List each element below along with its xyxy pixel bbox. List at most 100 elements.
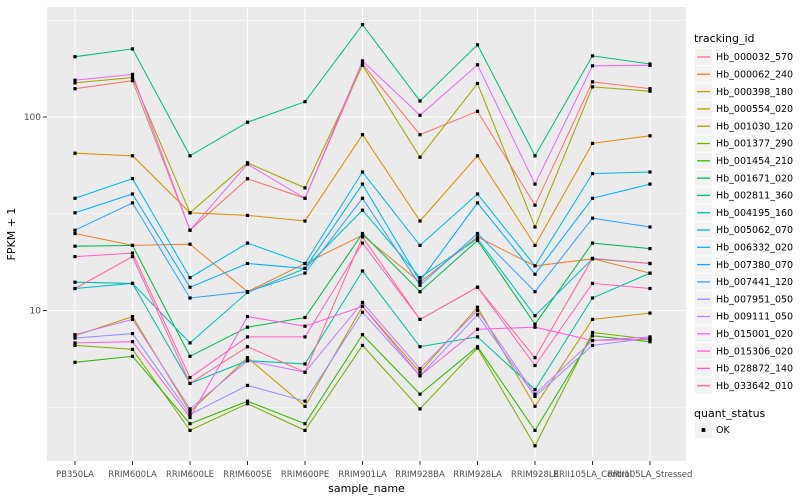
data-point	[590, 196, 595, 200]
legend-item-Hb_000554_020: Hb_000554_020	[716, 104, 793, 115]
x-axis-title: sample_name	[328, 482, 405, 495]
data-point	[475, 63, 480, 67]
data-point	[130, 347, 135, 351]
data-point	[360, 310, 365, 314]
data-point	[590, 338, 595, 343]
data-point	[475, 192, 480, 196]
data-point	[648, 337, 652, 341]
data-point	[303, 324, 307, 328]
data-point	[533, 272, 537, 276]
data-point	[73, 78, 77, 82]
data-point	[418, 407, 422, 411]
data-point	[475, 81, 480, 86]
data-point	[418, 367, 422, 371]
data-point	[533, 182, 537, 186]
data-point	[73, 244, 77, 248]
data-point	[188, 415, 192, 420]
x-tick-label: RRIM901LA	[338, 470, 387, 480]
legend-item-Hb_001671_020: Hb_001671_020	[716, 173, 793, 184]
data-point	[360, 235, 365, 239]
legend-item-Hb_015306_020: Hb_015306_020	[716, 346, 793, 357]
data-point	[245, 241, 250, 245]
data-point	[533, 225, 537, 229]
data-point	[245, 213, 250, 217]
data-point	[475, 313, 480, 317]
data-point	[475, 335, 480, 339]
data-point	[360, 304, 365, 308]
data-point	[418, 345, 422, 349]
data-point	[648, 182, 652, 186]
data-point	[303, 399, 307, 403]
data-point	[475, 285, 480, 289]
data-point	[475, 43, 480, 47]
data-point	[533, 290, 537, 294]
data-point	[533, 428, 537, 432]
data-point	[303, 335, 307, 339]
plot-panel	[47, 7, 686, 461]
legend-item-Hb_001030_120: Hb_001030_120	[716, 121, 793, 132]
data-point	[130, 315, 135, 319]
data-point	[360, 333, 365, 337]
data-point	[188, 285, 192, 289]
data-point	[418, 283, 422, 287]
data-point	[303, 422, 307, 426]
data-point	[475, 231, 480, 236]
legend-item-quant-status-OK: OK	[716, 425, 730, 436]
data-point	[188, 242, 192, 246]
data-point	[245, 356, 250, 360]
data-point	[303, 370, 307, 374]
legend-title-quant-status: quant_status	[694, 407, 766, 420]
data-point	[360, 300, 365, 305]
data-point	[188, 296, 192, 300]
data-point	[418, 374, 422, 378]
data-point	[533, 322, 537, 326]
data-point	[130, 75, 135, 80]
data-point	[418, 113, 422, 117]
data-point	[533, 388, 537, 392]
data-point	[188, 422, 192, 426]
data-point	[418, 219, 422, 223]
data-point	[245, 261, 250, 266]
data-point	[648, 225, 652, 229]
data-point	[73, 286, 77, 291]
data-point	[360, 231, 365, 236]
data-point	[533, 444, 537, 448]
data-point	[73, 231, 77, 236]
data-point	[303, 362, 307, 366]
data-point	[188, 211, 192, 215]
data-point	[73, 228, 77, 232]
data-point	[360, 23, 365, 27]
data-point	[648, 89, 652, 93]
legend-item-Hb_004195_160: Hb_004195_160	[716, 208, 793, 219]
data-point	[533, 394, 537, 398]
data-point	[130, 177, 135, 181]
data-point	[130, 251, 135, 255]
data-point	[73, 211, 77, 215]
data-point	[533, 203, 537, 207]
data-point	[303, 266, 307, 270]
data-point	[418, 155, 422, 159]
data-point	[533, 356, 537, 360]
data-point	[188, 381, 192, 385]
data-point	[130, 332, 135, 336]
data-point	[590, 241, 595, 245]
data-point	[648, 340, 652, 344]
data-point	[590, 343, 595, 347]
data-point	[360, 63, 365, 67]
data-point	[590, 80, 595, 84]
data-point	[130, 255, 135, 259]
data-point	[130, 72, 135, 76]
data-point	[418, 99, 422, 103]
data-point	[360, 182, 365, 186]
data-point	[475, 109, 480, 113]
data-point	[475, 201, 480, 205]
data-point	[130, 192, 135, 196]
data-point	[648, 87, 652, 91]
data-point	[533, 363, 537, 368]
data-point	[533, 314, 537, 318]
data-point	[590, 216, 595, 220]
data-point	[360, 343, 365, 347]
data-point	[418, 243, 422, 247]
legend-item-Hb_000398_180: Hb_000398_180	[716, 87, 793, 98]
